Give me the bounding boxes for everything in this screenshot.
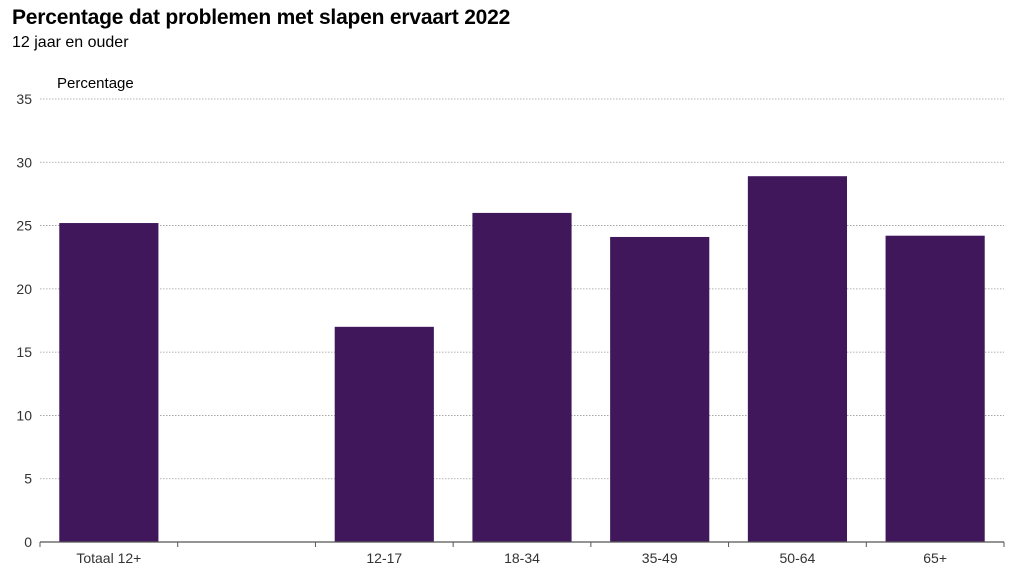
x-tick-label: 12-17 bbox=[366, 550, 402, 566]
y-tick-label: 5 bbox=[24, 471, 32, 487]
bar bbox=[885, 235, 985, 542]
x-tick-label: 35-49 bbox=[642, 550, 678, 566]
bar bbox=[334, 326, 434, 542]
y-tick-label: 10 bbox=[16, 407, 32, 423]
y-tick-label: 25 bbox=[16, 218, 32, 234]
bar bbox=[747, 176, 848, 543]
y-tick-label: 35 bbox=[16, 91, 32, 107]
bars bbox=[59, 176, 985, 543]
x-tick-label: Totaal 12+ bbox=[76, 550, 141, 566]
y-tick-label: 30 bbox=[16, 154, 32, 170]
y-tick-label: 0 bbox=[24, 534, 32, 550]
y-tick-label: 15 bbox=[16, 344, 32, 360]
x-tick-label: 50-64 bbox=[780, 550, 816, 566]
x-tick-label: 18-34 bbox=[504, 550, 540, 566]
y-tick-label: 20 bbox=[16, 281, 32, 297]
y-axis-label: Percentage bbox=[57, 75, 134, 92]
axes: 0 5 10 15 20 25 30 35 Totaal 12+ 12-17 18-34 35-49 5… bbox=[16, 91, 1005, 566]
bar bbox=[472, 212, 572, 542]
chart-subtitle: 12 jaar en ouder bbox=[12, 34, 129, 51]
bar bbox=[59, 223, 159, 543]
chart-title: Percentage dat problemen met slapen erva… bbox=[12, 6, 511, 29]
bar bbox=[610, 236, 710, 542]
x-tick-label: 65+ bbox=[923, 550, 947, 566]
